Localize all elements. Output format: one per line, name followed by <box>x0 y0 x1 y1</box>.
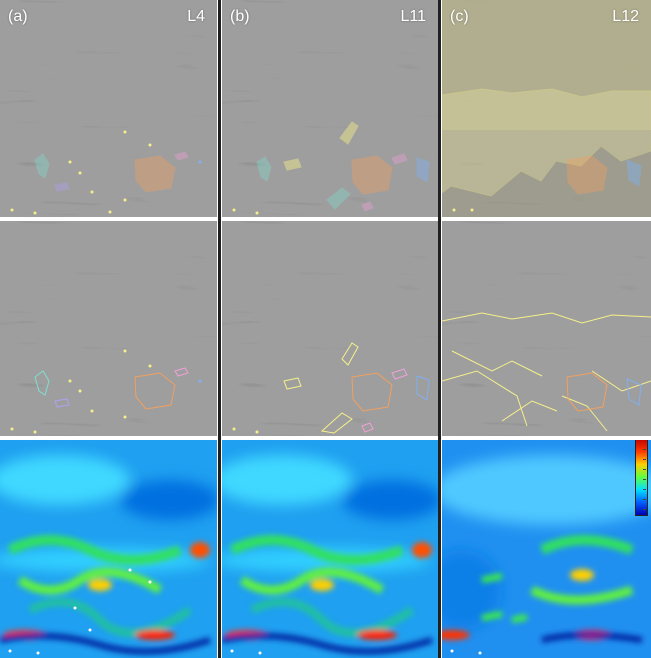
level-label-l12: L12 <box>612 8 639 25</box>
panel-a-row1: (a) L4 <box>0 0 217 217</box>
panel-label-c: (c) <box>450 8 469 25</box>
texture-panel <box>0 221 217 436</box>
level-label-l4: L4 <box>187 8 205 25</box>
column-separator-1 <box>218 0 221 658</box>
panel-b-row2 <box>222 221 438 436</box>
texture-panel <box>442 221 651 436</box>
panel-label-b: (b) <box>230 8 250 25</box>
level-label-l11: L11 <box>400 8 426 25</box>
texture-panel <box>222 0 438 217</box>
panel-label-a: (a) <box>8 8 28 25</box>
panel-c-row3 <box>442 440 651 658</box>
texture-panel <box>0 0 217 217</box>
panel-c-row2 <box>442 221 651 436</box>
panel-b-row1: (b) L11 <box>222 0 438 217</box>
panel-c-row1: (c) L12 <box>442 0 651 217</box>
panel-b-row3 <box>222 440 438 658</box>
texture-panel <box>222 221 438 436</box>
panel-a-row3 <box>0 440 217 658</box>
column-separator-2 <box>438 0 441 658</box>
scalar-color-map <box>222 440 438 658</box>
colorbar <box>635 440 648 516</box>
panel-a-row2 <box>0 221 217 436</box>
scalar-color-map <box>442 440 651 658</box>
scalar-color-map <box>0 440 217 658</box>
texture-panel <box>442 0 651 217</box>
